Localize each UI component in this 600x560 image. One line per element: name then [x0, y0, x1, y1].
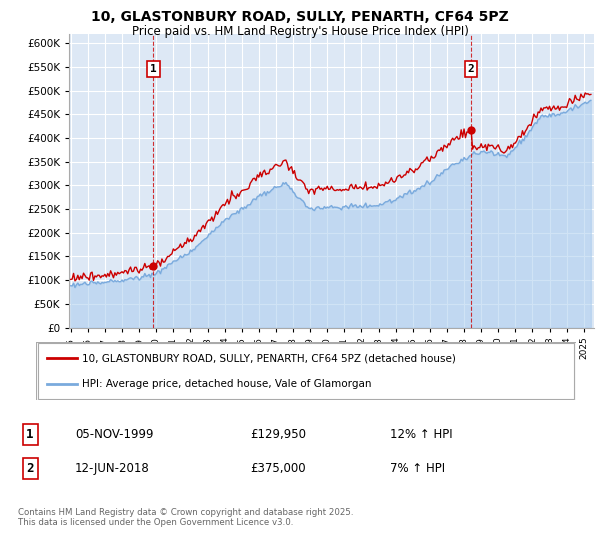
FancyBboxPatch shape	[38, 343, 574, 399]
Text: 10, GLASTONBURY ROAD, SULLY, PENARTH, CF64 5PZ (detached house): 10, GLASTONBURY ROAD, SULLY, PENARTH, CF…	[82, 353, 456, 363]
Text: Contains HM Land Registry data © Crown copyright and database right 2025.
This d: Contains HM Land Registry data © Crown c…	[18, 508, 353, 527]
Text: HPI: Average price, detached house, Vale of Glamorgan: HPI: Average price, detached house, Vale…	[82, 379, 371, 389]
Text: 12-JUN-2018: 12-JUN-2018	[75, 462, 150, 475]
Text: 1: 1	[150, 64, 157, 74]
Text: £375,000: £375,000	[250, 462, 305, 475]
Text: 05-NOV-1999: 05-NOV-1999	[75, 428, 154, 441]
Text: Price paid vs. HM Land Registry's House Price Index (HPI): Price paid vs. HM Land Registry's House …	[131, 25, 469, 38]
Text: 2: 2	[26, 462, 34, 475]
Text: 12% ↑ HPI: 12% ↑ HPI	[390, 428, 452, 441]
Text: 10, GLASTONBURY ROAD, SULLY, PENARTH, CF64 5PZ: 10, GLASTONBURY ROAD, SULLY, PENARTH, CF…	[91, 10, 509, 24]
Text: 1: 1	[26, 428, 34, 441]
Text: 7% ↑ HPI: 7% ↑ HPI	[390, 462, 445, 475]
Text: 2: 2	[468, 64, 475, 74]
Text: £129,950: £129,950	[250, 428, 306, 441]
